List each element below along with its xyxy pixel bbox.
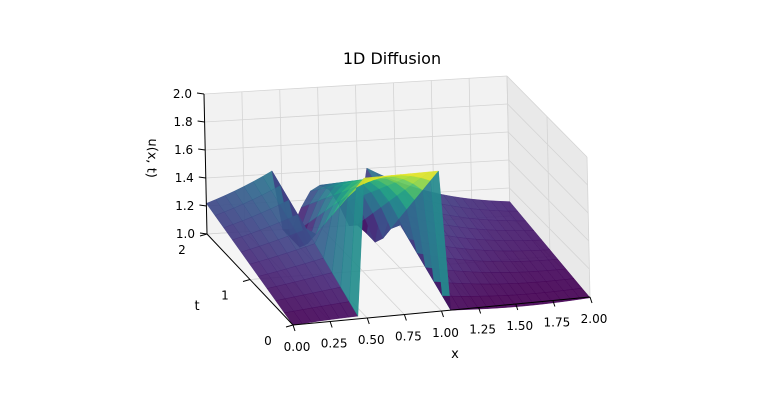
z-tick-label: 1.8 xyxy=(174,115,193,129)
x-tick xyxy=(366,317,370,325)
z-tick xyxy=(198,176,206,179)
grid-line-x-back xyxy=(468,78,473,219)
x-axis-label: x xyxy=(451,347,459,362)
x-tick-label: 1.75 xyxy=(544,316,571,330)
z-tick-label: 1.6 xyxy=(174,143,193,157)
x-tick-label: 1.25 xyxy=(469,323,496,337)
z-tick-label: 1.4 xyxy=(175,171,194,185)
z-tick xyxy=(199,204,207,207)
grid-line-z xyxy=(204,103,508,123)
z-tick-label: 1.2 xyxy=(175,199,194,213)
grid-line-z-side xyxy=(507,103,588,186)
x-tick xyxy=(478,307,482,314)
x-tick xyxy=(329,321,333,328)
z-tick xyxy=(196,92,205,95)
z-tick-label: 1.0 xyxy=(176,227,195,241)
z-axis-line xyxy=(203,93,208,235)
z-tick xyxy=(199,232,208,235)
x-tick-label: 0.25 xyxy=(321,337,348,351)
diffusion-surface xyxy=(206,167,591,326)
x-tick-label: 2.00 xyxy=(581,312,608,326)
x-tick-label: 0.00 xyxy=(284,340,311,354)
tick-marks: 0.00 0.25 0.50 0.75 1.00 1.25 1.50 1.75 2.00 0 1 2 1… xyxy=(173,87,607,354)
t-tick xyxy=(242,279,251,282)
t-tick-label: 1 xyxy=(221,289,229,303)
x-tick xyxy=(403,314,407,321)
grid-line-z xyxy=(203,75,508,95)
t-axis-label: t xyxy=(194,299,199,314)
grid-line-z-side xyxy=(507,131,589,214)
z-tick xyxy=(198,148,206,151)
t-tick xyxy=(285,324,294,328)
x-tick-label: 0.50 xyxy=(358,333,385,347)
grid-line-z xyxy=(205,159,509,179)
grid-line-z-side xyxy=(509,187,590,270)
t-tick-label: 2 xyxy=(178,243,186,257)
x-tick xyxy=(515,303,519,311)
x-tick-label: 1.00 xyxy=(432,326,459,340)
z-tick-label: 2.0 xyxy=(173,87,192,101)
z-tick xyxy=(197,120,205,123)
chart-title: 1D Diffusion xyxy=(343,49,441,68)
x-tick-label: 0.75 xyxy=(395,330,422,344)
grid-line-t-side xyxy=(506,75,511,217)
grid-line-z xyxy=(205,131,509,151)
z-axis-label: u(x, t) xyxy=(143,138,160,178)
grid-line-z-side xyxy=(506,75,588,158)
t-tick-label: 0 xyxy=(264,334,272,348)
grid-line-t-side xyxy=(586,156,591,298)
x-tick xyxy=(441,310,444,318)
x-tick xyxy=(552,300,556,307)
x-tick-label: 1.50 xyxy=(506,319,533,333)
x-tick xyxy=(292,324,296,332)
grid-line-z-side xyxy=(508,159,590,242)
surface-patch xyxy=(572,287,591,300)
grid-line-t-side xyxy=(546,116,551,257)
x-tick xyxy=(589,296,593,304)
